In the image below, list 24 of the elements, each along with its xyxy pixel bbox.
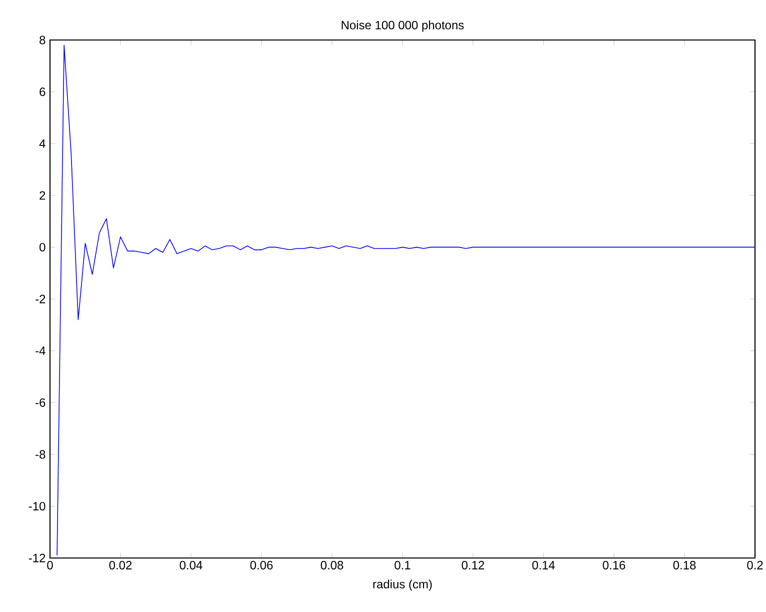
y-tick-label: -8 [36, 450, 46, 459]
y-tick-label: 2 [40, 191, 46, 200]
y-tick-label: 6 [40, 88, 46, 96]
y-tick-label: -10 [28, 502, 46, 510]
x-tick-label: 0.16 [602, 560, 626, 570]
y-tick-label: 8 [40, 36, 46, 44]
y-tick-label: -12 [28, 554, 46, 562]
x-tick-label: 0.14 [532, 560, 555, 570]
x-tick-label: 0.2 [747, 560, 763, 570]
x-tick-label: 0.04 [180, 560, 202, 570]
x-tick-label: 0 [47, 560, 53, 570]
y-tick-label: -2 [36, 294, 46, 304]
x-tick-label: 0.18 [673, 560, 696, 570]
x-tick-label: 0.02 [109, 560, 132, 570]
y-tick-label: -6 [36, 398, 46, 407]
y-tick-label: -4 [36, 346, 46, 355]
y-tick-label: 4 [39, 139, 46, 148]
chart-title: Noise 100 000 photons [342, 20, 464, 32]
x-tick-label: 0.1 [394, 560, 410, 570]
x-tick-label: 0.06 [250, 560, 273, 570]
x-tick-label: 0.12 [462, 560, 484, 570]
x-tick-label: 0.08 [320, 560, 344, 570]
x-axis-title: radius (cm) [373, 580, 432, 591]
y-tick-label: 0 [40, 242, 46, 252]
